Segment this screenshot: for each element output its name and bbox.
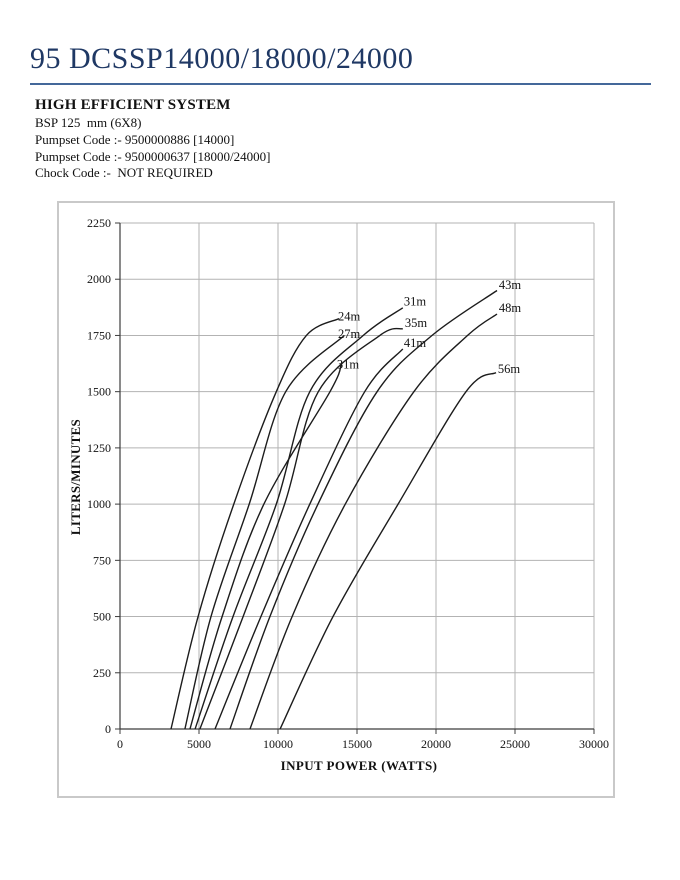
pump-performance-chart: 0 5000 10000 15000 20000 25000 30000 0 250 500 750… xyxy=(87,216,609,751)
curve-label-24m: 24m xyxy=(338,309,361,323)
y-tick-label: 750 xyxy=(93,553,111,567)
curve-label-56m: 56m xyxy=(498,362,520,376)
curve-label-31m: 31m xyxy=(337,358,360,372)
x-tick-label: 5000 xyxy=(187,737,211,751)
x-tick-label: 0 xyxy=(117,737,123,751)
curve-label-41m: 41m xyxy=(404,336,427,350)
y-tick-label: 1250 xyxy=(87,441,111,455)
x-tick-label: 20000 xyxy=(421,737,451,751)
x-tick-label: 15000 xyxy=(342,737,372,751)
spec-line-pumpset-code-2: Pumpset Code :- 9500000637 [18000/24000] xyxy=(35,148,271,164)
curve-label-27m: 27m xyxy=(338,327,361,341)
title-divider xyxy=(30,83,651,85)
spec-line-chock-code: Chock Code :- NOT REQUIRED xyxy=(35,165,213,181)
head-curve-27m xyxy=(184,334,345,730)
y-tick-label: 500 xyxy=(93,610,111,624)
head-curve-56m xyxy=(279,371,497,730)
x-tick-label: 30000 xyxy=(579,737,609,751)
head-curve-41m xyxy=(214,348,404,730)
y-tick-label: 250 xyxy=(93,666,111,680)
y-tick-label: 1750 xyxy=(87,328,111,342)
y-tick-label: 2250 xyxy=(87,216,111,230)
curve-label-31m: 31m xyxy=(404,295,427,309)
y-axis-title: LITERS/MINUTES xyxy=(68,418,83,536)
head-curve-24m xyxy=(170,317,340,730)
x-tick-label: 10000 xyxy=(263,737,293,751)
curve-label-43m: 43m xyxy=(499,278,521,292)
page-title: 95 DCSSP14000/18000/24000 xyxy=(30,42,414,75)
y-tick-label: 2000 xyxy=(87,272,111,286)
head-curve-31m xyxy=(189,364,342,730)
spec-block: HIGH EFFICIENT SYSTEM BSP 125 mm (6X8) P… xyxy=(35,96,595,182)
chart-frame: 0 5000 10000 15000 20000 25000 30000 0 250 500 750… xyxy=(57,201,615,798)
y-tick-label: 0 xyxy=(105,722,111,736)
curve-label-35m: 35m xyxy=(405,316,428,330)
x-tick-label: 25000 xyxy=(500,737,530,751)
y-tick-label: 1500 xyxy=(87,385,111,399)
head-curve-48m xyxy=(249,313,498,730)
spec-line-bsp: BSP 125 mm (6X8) xyxy=(35,115,142,130)
head-curve-43m xyxy=(229,289,498,730)
x-axis-title: INPUT POWER (WATTS) xyxy=(280,758,438,773)
curve-label-48m: 48m xyxy=(499,301,521,315)
y-tick-label: 1000 xyxy=(87,497,111,511)
spec-line-pumpset-code-1: Pumpset Code :- 9500000886 [14000] xyxy=(35,131,235,147)
head-curve-31m xyxy=(194,307,404,730)
system-heading: HIGH EFFICIENT SYSTEM xyxy=(35,97,231,113)
head-curve-35m xyxy=(199,327,403,730)
